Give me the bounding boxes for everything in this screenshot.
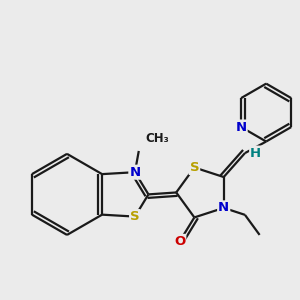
Text: S: S bbox=[190, 161, 199, 174]
Text: N: N bbox=[129, 166, 140, 179]
Text: O: O bbox=[174, 235, 185, 248]
Text: H: H bbox=[250, 147, 261, 160]
Text: N: N bbox=[218, 201, 229, 214]
Text: S: S bbox=[130, 210, 140, 223]
Text: N: N bbox=[236, 121, 247, 134]
Text: CH₃: CH₃ bbox=[146, 132, 169, 145]
